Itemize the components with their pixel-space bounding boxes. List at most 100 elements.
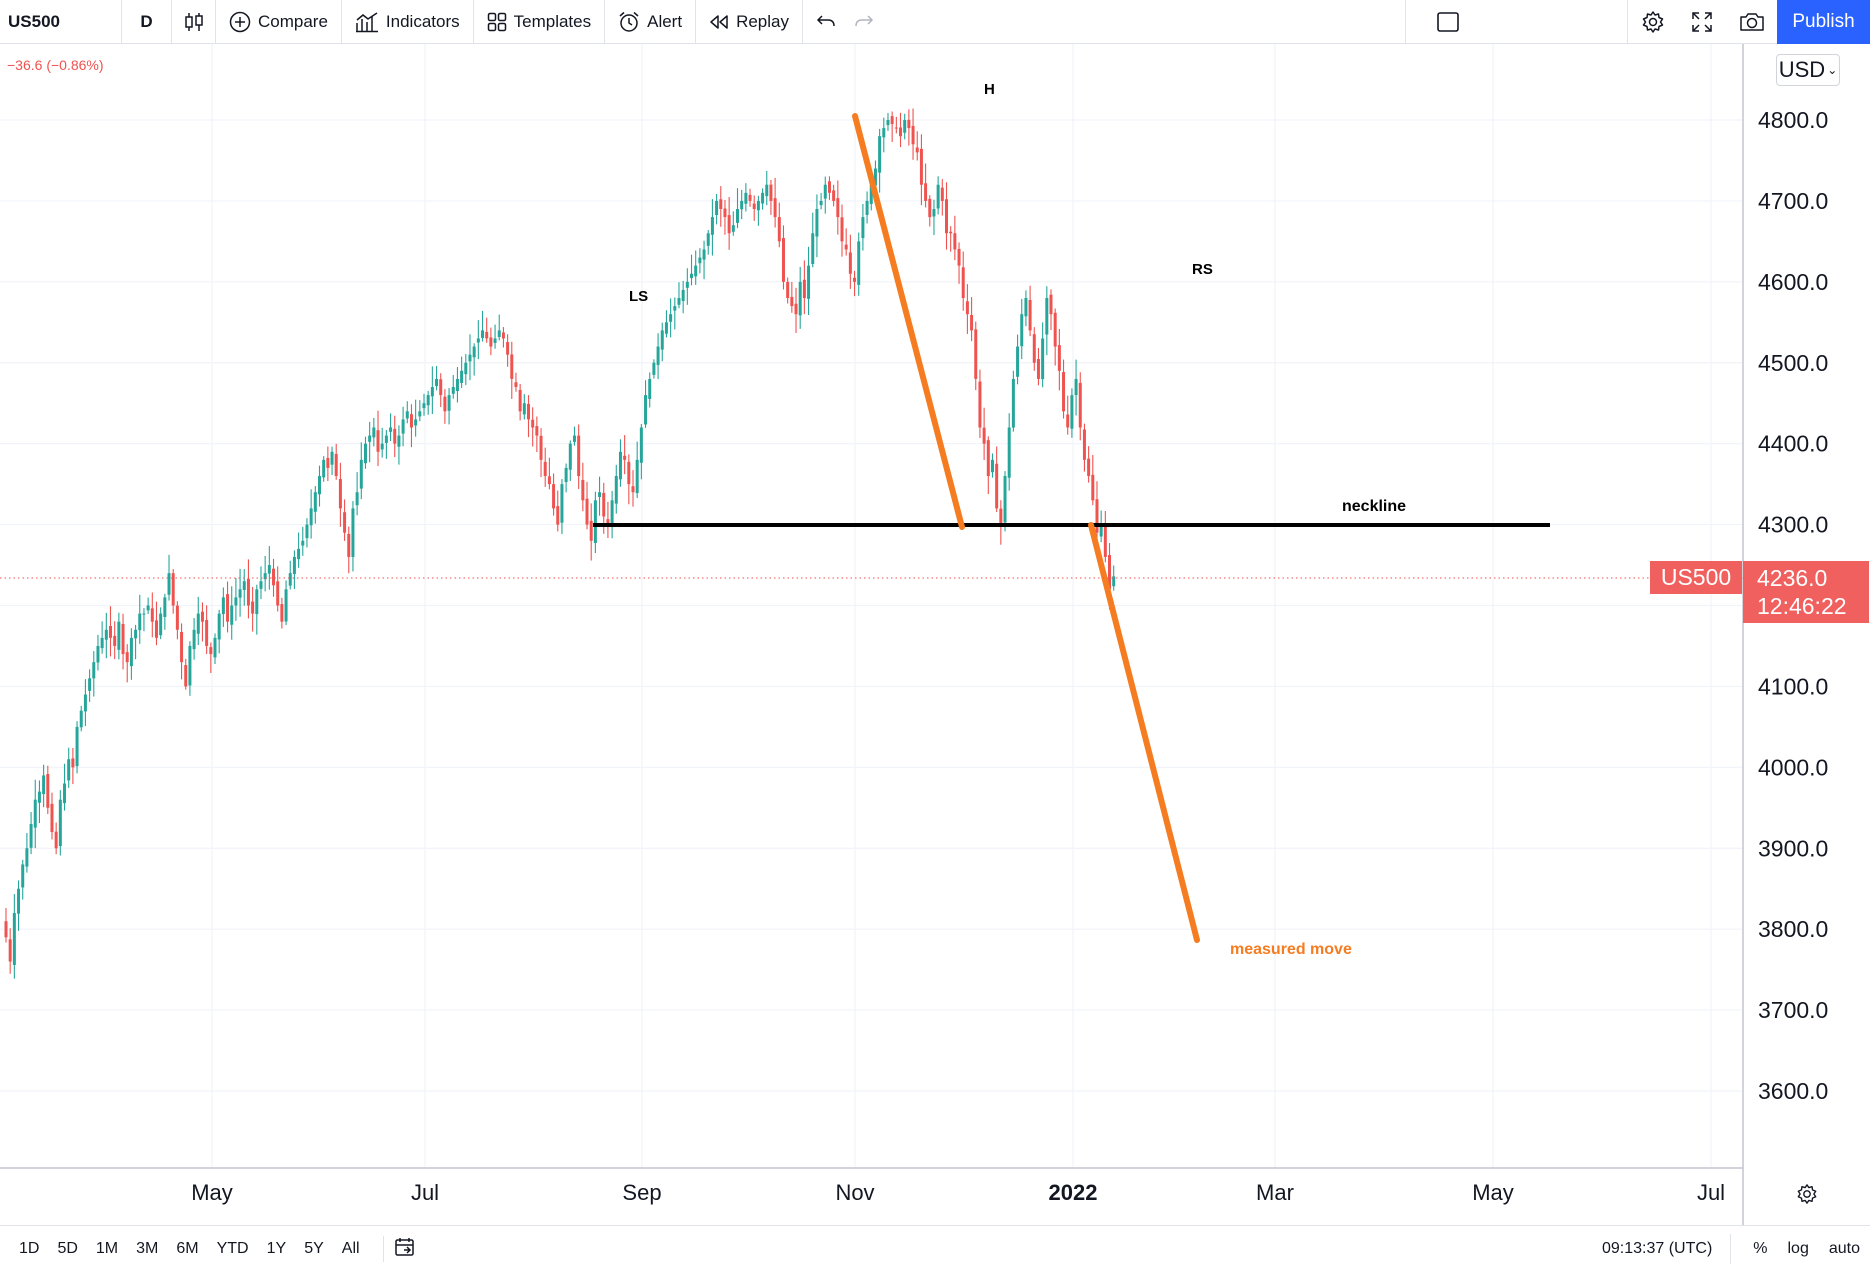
left-shoulder-label[interactable]: LS [629, 288, 648, 305]
candle-body [113, 635, 117, 646]
candle-body [639, 427, 643, 463]
head-height-line[interactable] [852, 113, 965, 530]
range-button[interactable]: 5D [57, 1240, 78, 1257]
candle-body [1091, 474, 1095, 501]
time-axis-settings[interactable] [1796, 1183, 1818, 1210]
candle-body [305, 524, 309, 539]
candle-body [865, 200, 869, 215]
layout-button[interactable] [1405, 0, 1489, 44]
fullscreen-button[interactable] [1677, 0, 1727, 44]
candle-body [25, 848, 29, 867]
candle-body [234, 597, 238, 606]
candle-body [1078, 382, 1082, 428]
range-button[interactable]: All [341, 1240, 360, 1257]
last-price-tag: 4236.0 12:46:22 [1743, 561, 1869, 623]
compare-button[interactable]: Compare [216, 0, 342, 44]
candle-body [790, 296, 794, 307]
right-shoulder-label[interactable]: RS [1192, 261, 1213, 278]
candle-body [807, 265, 811, 299]
candle-body [564, 467, 568, 483]
candle-body [338, 479, 342, 509]
candle-body [267, 565, 271, 574]
price-tick-label: 3700.0 [1758, 997, 1828, 1023]
range-button[interactable]: 1D [19, 1240, 40, 1257]
candle-body [167, 573, 171, 595]
auto-toggle[interactable]: auto [1828, 1240, 1860, 1257]
candle-body [514, 382, 518, 388]
calendar-goto-icon[interactable] [394, 1236, 416, 1263]
candle-body [715, 200, 719, 215]
candle-body [731, 225, 735, 232]
percent-toggle[interactable]: % [1753, 1240, 1768, 1257]
candle-body [702, 249, 706, 260]
candle-body [928, 198, 932, 218]
price-tick-label: 4100.0 [1758, 673, 1828, 699]
candle-body [292, 556, 296, 575]
price-tick-label: 4700.0 [1758, 188, 1828, 214]
redo-icon[interactable] [854, 14, 874, 30]
candle-body [723, 208, 727, 218]
candle-body [485, 331, 489, 339]
replay-button[interactable]: Replay [696, 0, 803, 44]
date-ranges: 1D 5D 1M 3M 6M YTD 1Y 5Y All [0, 1234, 369, 1264]
candle-body [727, 215, 731, 234]
candle-body [497, 330, 501, 338]
price-chart[interactable]: 4800.0 4700.0 4600.0 4500.0 4400.0 4300.0 4100… [0, 44, 1870, 1225]
candle-body [251, 601, 255, 614]
range-button[interactable]: 1Y [266, 1240, 287, 1257]
candle-body [351, 508, 355, 558]
candle-body [246, 578, 250, 606]
alert-button[interactable]: Alert [605, 0, 697, 44]
candle-body [372, 427, 376, 438]
candle-body [318, 476, 321, 495]
candle-body [802, 279, 806, 299]
price-tick-label: 4000.0 [1758, 754, 1828, 780]
candle-body [527, 403, 530, 420]
candle-body [648, 378, 652, 400]
price-axis-labels: 4800.0 4700.0 4600.0 4500.0 4400.0 4300.0 4100… [1758, 107, 1828, 1104]
candle-body [940, 187, 944, 201]
candle-body [974, 329, 978, 379]
price-tick-label: 3900.0 [1758, 835, 1828, 861]
candle-body [1108, 555, 1112, 590]
head-label[interactable]: H [984, 81, 995, 98]
currency-selector[interactable]: USD ⌄ [1776, 54, 1840, 86]
candle-body [88, 678, 92, 691]
interval-button[interactable]: D [122, 0, 172, 44]
candle-body [150, 608, 154, 622]
undo-redo-group [803, 0, 887, 44]
candle-body [238, 589, 242, 598]
candle-body [577, 435, 581, 477]
candle-body [853, 277, 857, 282]
symbol-search[interactable]: US500 [0, 0, 122, 44]
settings-button[interactable] [1627, 0, 1677, 44]
publish-button[interactable]: Publish [1777, 0, 1870, 44]
candle-body [986, 440, 990, 477]
neckline-label[interactable]: neckline [1342, 498, 1406, 515]
candle-body [1062, 372, 1066, 412]
chart-type-button[interactable] [172, 0, 216, 44]
range-button[interactable]: 6M [176, 1240, 199, 1257]
range-button[interactable]: YTD [216, 1240, 249, 1257]
candle-body [840, 217, 844, 242]
candle-body [844, 244, 848, 250]
range-button[interactable]: 3M [136, 1240, 159, 1257]
measured-move-label[interactable]: measured move [1230, 941, 1352, 958]
utc-clock[interactable]: 09:13:37 (UTC) [1602, 1234, 1732, 1264]
measured-move-line[interactable] [1088, 522, 1200, 943]
time-axis-labels: May Jul Sep Nov 2022 Mar May Jul [191, 1180, 1725, 1205]
gear-icon [1796, 1184, 1818, 1209]
templates-button[interactable]: Templates [474, 0, 606, 44]
indicators-button[interactable]: Indicators [342, 0, 474, 44]
candle-body [226, 594, 230, 622]
candle-body [740, 200, 744, 210]
range-button[interactable]: 1M [95, 1240, 119, 1257]
candle-body [347, 533, 351, 557]
candle-body [669, 314, 673, 322]
snapshot-button[interactable] [1727, 0, 1777, 44]
candle-body [781, 238, 785, 282]
log-toggle[interactable]: log [1787, 1240, 1809, 1257]
undo-icon[interactable] [816, 14, 836, 30]
candle-body [309, 508, 313, 526]
range-button[interactable]: 5Y [304, 1240, 324, 1257]
